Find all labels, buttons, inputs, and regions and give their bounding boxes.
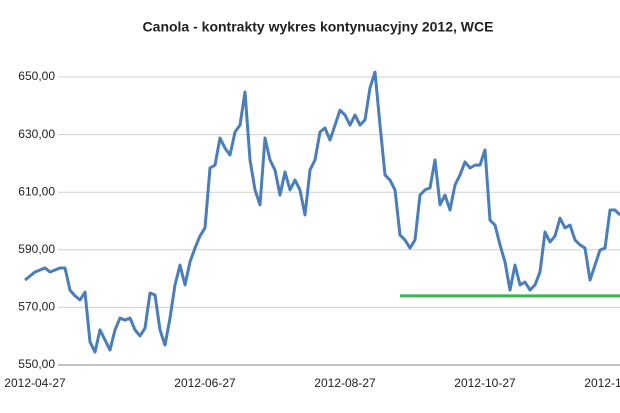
chart-title: Canola - kontrakty wykres kontynuacyjny … [143, 19, 494, 35]
y-tick-label: 550,00 [18, 357, 55, 371]
x-tick-label: 2012-04-27 [4, 376, 66, 390]
x-tick-label: 2012-10-27 [454, 376, 516, 390]
y-tick-label: 610,00 [18, 184, 55, 198]
price-line [24, 70, 620, 354]
x-tick-label: 2012-06-27 [174, 376, 236, 390]
y-tick-label: 570,00 [18, 300, 55, 314]
x-tick-label: 2012-12-27 [584, 376, 620, 390]
y-tick-label: 590,00 [18, 242, 55, 256]
y-tick-label: 630,00 [18, 127, 55, 141]
y-tick-label: 650,00 [18, 69, 55, 83]
x-tick-label: 2012-08-27 [314, 376, 376, 390]
